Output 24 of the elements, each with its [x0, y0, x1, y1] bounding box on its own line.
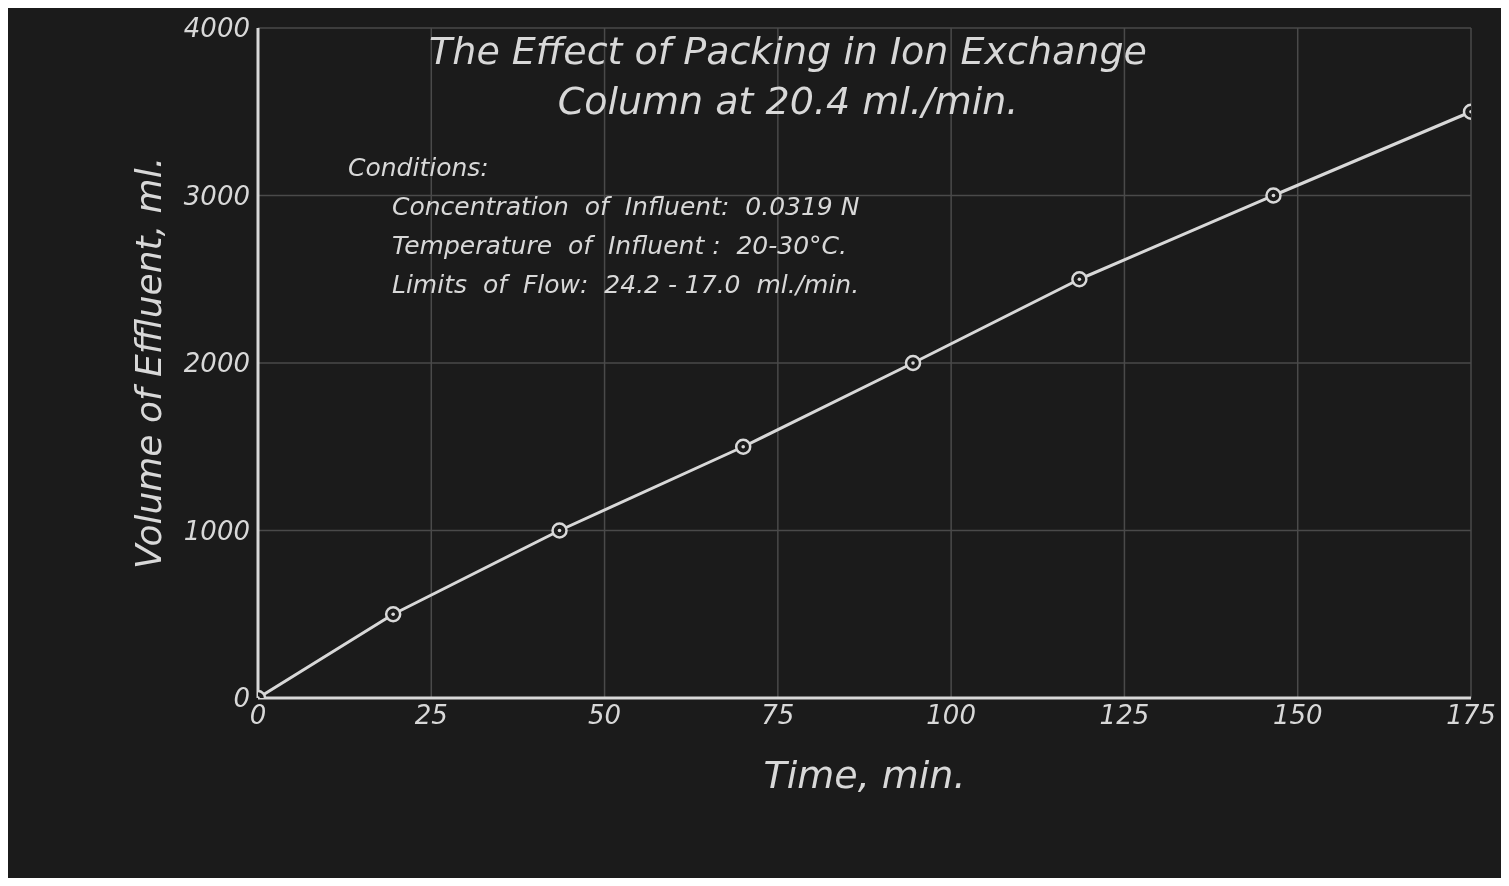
x-tick-label: 25	[414, 700, 448, 731]
annotation: Concentration of Influent: 0.0319 N	[391, 191, 860, 223]
point	[551, 522, 568, 539]
x-tick-label: 75	[761, 700, 795, 731]
annotation: Conditions:	[348, 152, 490, 184]
x-tick-label: 125	[1099, 700, 1150, 731]
x-tick-label: 175	[1446, 700, 1496, 731]
x-tick-label: 100	[926, 700, 976, 731]
y-tick-label: 3000	[183, 180, 250, 211]
point	[1071, 271, 1088, 288]
x-axis-title: Time, min.	[763, 753, 966, 797]
point	[904, 354, 922, 372]
x-tick-label: 150	[1272, 700, 1323, 731]
x-tick-label: 50	[588, 700, 622, 731]
y-tick-label: 1000	[183, 515, 250, 546]
point	[384, 606, 402, 623]
annotation: Temperature of Influent : 20-30°C.	[391, 230, 848, 262]
annotation: Limits of Flow: 24.2 - 17.0 ml./min.	[391, 269, 860, 301]
y-tick-label: 2000	[183, 348, 250, 379]
point	[1265, 187, 1282, 204]
y-axis-title: Volume of Effluent, ml.	[127, 156, 169, 570]
text: The Effect of Packing in Ion Exchange Column at 20.4 ml./min.	[428, 28, 1148, 125]
y-tick-label: 4000	[183, 13, 250, 44]
point	[734, 438, 752, 455]
